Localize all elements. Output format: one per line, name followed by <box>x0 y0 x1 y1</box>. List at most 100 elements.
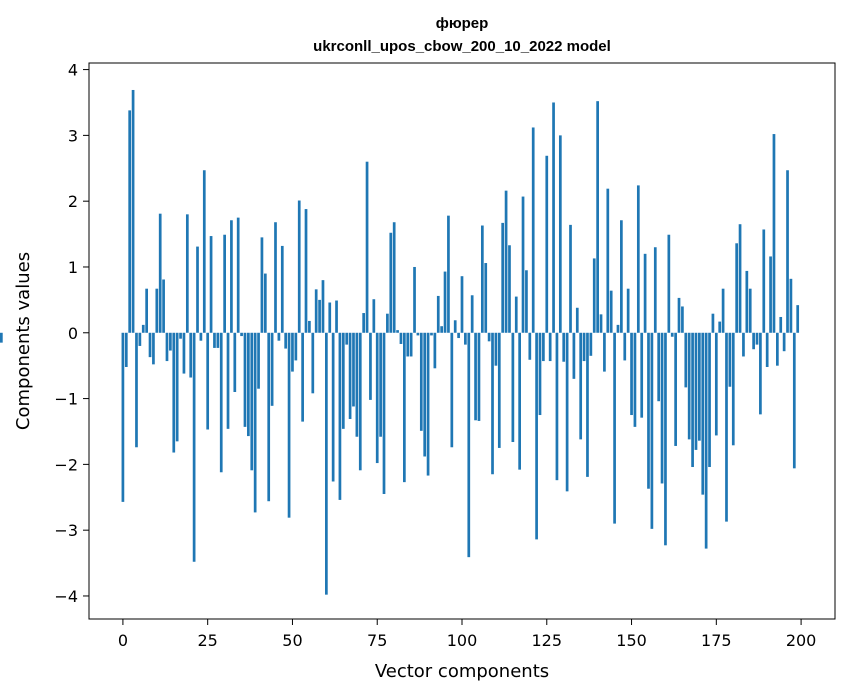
bar-3 <box>131 89 135 333</box>
bar-105 <box>477 332 481 421</box>
bar-104 <box>474 332 477 421</box>
bar-60 <box>325 332 328 595</box>
bar-36 <box>243 332 247 427</box>
bar-166 <box>684 332 688 388</box>
bar-55 <box>308 320 311 333</box>
bar-153 <box>640 332 644 418</box>
bar-7 <box>145 288 148 333</box>
bar-194 <box>779 316 783 333</box>
bar-103 <box>470 295 474 333</box>
bar-25 <box>206 332 210 430</box>
bar-178 <box>725 332 728 522</box>
bar-118 <box>521 196 525 333</box>
bar-67 <box>348 332 352 419</box>
bar-90 <box>426 332 430 476</box>
bar-131 <box>565 332 569 492</box>
bar-129 <box>558 135 562 333</box>
y-tick-label: −3 <box>54 521 78 540</box>
y-axis-label: Components values <box>13 252 34 430</box>
bar-161 <box>667 234 671 333</box>
bar-156 <box>650 332 654 529</box>
bar-40 <box>257 332 260 389</box>
bar-165 <box>681 306 684 333</box>
bar-111 <box>497 332 501 448</box>
bar-85 <box>409 332 413 357</box>
bar-21 <box>192 332 196 562</box>
bar-61 <box>328 302 332 333</box>
bar-163 <box>674 332 677 446</box>
bar-66 <box>345 332 349 345</box>
bar-19 <box>185 214 189 333</box>
bar-116 <box>514 296 518 333</box>
bar-96 <box>447 215 450 333</box>
bar-73 <box>369 332 372 400</box>
bar-70 <box>358 332 362 471</box>
bar-57 <box>314 289 318 333</box>
bar-27 <box>213 332 216 348</box>
bar-101 <box>464 332 467 345</box>
bar-181 <box>735 243 739 333</box>
bar-133 <box>572 332 576 379</box>
y-tick-label: −2 <box>54 455 78 474</box>
bar-34 <box>236 217 240 333</box>
bar-59 <box>321 280 325 333</box>
bar-172 <box>704 332 708 549</box>
bar-177 <box>721 288 725 333</box>
bar-0 <box>121 332 125 502</box>
x-tick-label: 100 <box>447 631 478 650</box>
bar-33 <box>233 332 237 392</box>
bar-146 <box>616 324 620 333</box>
bar-54 <box>304 209 308 333</box>
bar-52 <box>297 200 301 333</box>
bar-112 <box>501 222 505 333</box>
bar-122 <box>535 332 538 540</box>
bar-127 <box>552 102 555 333</box>
y-tick-label: 2 <box>68 192 78 211</box>
bar-16 <box>175 332 179 442</box>
bar-82 <box>399 332 403 344</box>
bar-152 <box>636 185 640 333</box>
bar-38 <box>250 332 254 471</box>
bar-9 <box>152 332 155 365</box>
bar-184 <box>745 270 749 333</box>
bar-45 <box>274 222 277 333</box>
bar-174 <box>711 313 715 333</box>
bar-47 <box>280 245 284 333</box>
y-axis-ticks: −4 −3 −2 −1 0 1 2 3 4 <box>54 61 89 606</box>
bar-93 <box>436 295 440 333</box>
bar-5 <box>138 332 142 346</box>
bar-35 <box>240 332 243 337</box>
bar-71 <box>362 313 366 333</box>
x-tick-label: 175 <box>701 631 732 650</box>
bar-147 <box>620 220 623 333</box>
bar-62 <box>331 332 335 482</box>
bar-1 <box>124 332 128 367</box>
bar-46 <box>277 332 281 341</box>
bar-37 <box>247 332 250 437</box>
bar-137 <box>586 332 589 477</box>
bar-41 <box>260 237 264 333</box>
bar-197 <box>789 278 793 333</box>
bar-160 <box>664 332 667 546</box>
bar-63 <box>335 300 338 333</box>
bar-167 <box>687 332 691 440</box>
bar-183 <box>742 332 745 357</box>
bar-155 <box>647 332 650 489</box>
bar-20 <box>189 332 193 378</box>
bar-110 <box>494 332 498 366</box>
bar-100 <box>460 276 464 333</box>
bar-86 <box>413 266 416 333</box>
bar-196 <box>786 170 789 333</box>
bar-75 <box>375 332 379 464</box>
bar-97 <box>450 332 454 448</box>
chart-title: фюрер <box>436 15 489 32</box>
bar-8 <box>148 332 152 358</box>
bar-124 <box>542 332 545 362</box>
bar-87 <box>416 332 420 336</box>
bar-49 <box>287 332 291 518</box>
bar-145 <box>613 332 616 524</box>
x-axis-ticks: 0 25 50 75 100 125 150 175 200 <box>118 619 816 650</box>
x-tick-label: 150 <box>616 631 647 650</box>
bar-138 <box>589 332 593 356</box>
bar-13 <box>165 332 169 362</box>
